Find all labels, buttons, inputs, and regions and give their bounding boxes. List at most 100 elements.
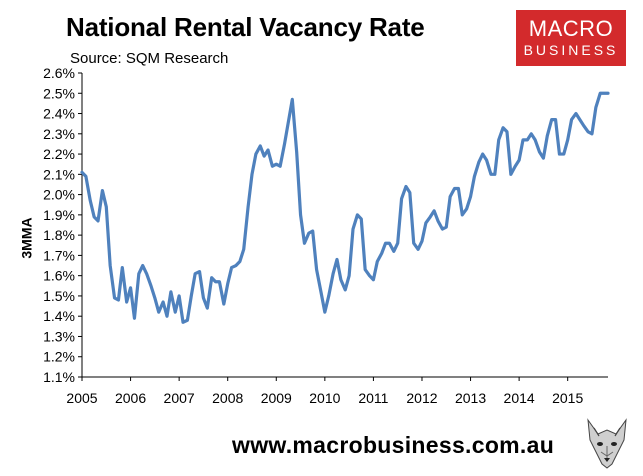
data-point [255,153,257,155]
data-point [296,151,298,153]
data-point [583,125,585,127]
data-point [101,189,103,192]
data-point [433,210,435,212]
x-tick-label: 2010 [309,390,340,406]
data-point [567,139,569,141]
data-point [81,171,83,173]
data-point [287,121,290,123]
website-url[interactable]: www.macrobusiness.com.au [232,432,555,458]
data-point [336,258,338,261]
data-point [400,198,403,200]
data-point [575,112,577,115]
data-point [482,153,484,155]
data-point [146,273,148,275]
data-point [546,135,548,137]
data-point [117,299,120,301]
data-point [186,319,188,321]
data-point [178,295,180,297]
x-tick-label: 2012 [406,390,437,406]
y-tick-label: 2.4% [43,106,75,122]
data-point [510,173,512,175]
series-line [80,91,610,324]
data-point [478,161,480,163]
data-point [526,139,528,141]
data-point [587,131,589,133]
data-point [182,321,184,323]
data-point [133,317,136,319]
data-point [352,228,354,230]
data-point [166,315,168,317]
data-point [332,273,334,275]
data-point [437,220,439,222]
data-point [360,218,362,220]
data-point [315,268,318,271]
data-point [542,157,545,159]
data-point [405,185,407,188]
data-point [109,264,111,267]
data-point [356,214,358,216]
data-point [308,232,310,234]
x-tick-label: 2015 [552,390,583,406]
logo-line-business: BUSINESS [523,42,619,58]
data-point [328,295,330,297]
data-point [202,297,205,299]
data-point [449,196,451,198]
y-axis-ticks: 1.1% 1.2% 1.3% 1.4% 1.5% 1.6% 1.7% 1.8% 1.9% 2.0%… [43,65,82,385]
y-tick-label: 2.6% [43,65,75,81]
data-point [558,153,561,155]
data-point [243,248,245,250]
data-point [514,165,516,167]
y-tick-label: 1.7% [43,247,75,263]
y-tick-label: 2.0% [43,187,75,203]
data-point [320,291,322,293]
data-point [388,242,391,244]
data-point [469,196,472,198]
data-point [150,285,152,287]
data-point [445,226,447,228]
data-point [607,92,609,94]
x-tick-label: 2006 [115,390,146,406]
data-point [551,119,553,121]
data-point [158,311,160,313]
data-point [530,133,532,135]
data-point [381,252,383,254]
data-point [129,287,132,289]
data-point [190,295,192,297]
data-point [485,159,488,161]
data-point [239,260,241,263]
data-point [393,250,395,252]
data-point [223,303,225,305]
data-point [340,279,342,281]
data-point [364,268,366,271]
data-point [275,163,277,165]
data-point [93,216,95,218]
data-point [211,277,213,279]
data-point [279,165,281,167]
data-point [466,208,468,210]
data-point [121,266,123,269]
data-point [570,119,573,121]
y-tick-label: 2.3% [43,126,75,142]
source-note: Source: SQM Research [70,50,229,67]
data-point [247,206,249,208]
data-point [235,264,237,267]
y-tick-label: 1.1% [43,369,75,385]
data-point [138,273,140,275]
data-point [397,242,399,244]
data-point [591,133,593,135]
chart-title: National Rental Vacancy Rate [66,12,425,42]
y-tick-label: 2.5% [43,85,75,101]
data-point [506,131,508,133]
data-point [251,173,253,175]
data-point [267,149,269,151]
data-point [154,297,156,299]
data-point [263,155,265,157]
data-point [429,216,431,218]
y-tick-label: 1.2% [43,349,75,365]
logo-line-macro: MACRO [528,16,614,41]
data-point [324,311,326,313]
data-point [303,242,306,244]
data-point [498,139,500,141]
data-point [413,242,415,244]
